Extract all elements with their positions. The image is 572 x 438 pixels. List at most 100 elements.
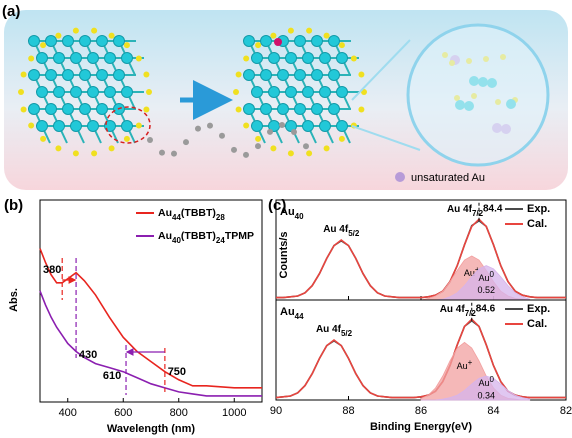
series-line (39, 248, 262, 389)
text-segment: 5/2 (348, 228, 360, 237)
text-segment: 24 (216, 236, 225, 245)
gold-atom (251, 120, 263, 132)
text-segment: Au 4f (440, 303, 466, 314)
sulfur-atom (40, 42, 47, 49)
sulfur-atom (28, 55, 35, 62)
subplot-title: Au44 (280, 306, 304, 321)
gold-atom (70, 86, 82, 98)
sulfur-atom (135, 55, 142, 62)
gold-atom (319, 86, 331, 98)
legend-label: Exp. (527, 303, 550, 315)
y-axis-label: Counts/s (278, 231, 290, 278)
text-segment: 28 (216, 213, 225, 222)
legend-label: Au40(TBBT)24TPMP (158, 230, 254, 245)
ligand-atom (207, 122, 213, 129)
legend-label: Cal. (527, 318, 547, 330)
gold-atom (285, 86, 297, 98)
gold-atom (336, 52, 348, 64)
subplot-title: Au40 (280, 206, 304, 221)
component-label: Au0 (479, 375, 495, 389)
sulfur-atom (108, 145, 115, 152)
text-segment: Au 4f (316, 323, 342, 334)
text-segment: + (475, 265, 480, 274)
gold-atom (302, 120, 314, 132)
legend-label: Au44(TBBT)28 (158, 207, 225, 222)
gold-atom (251, 52, 263, 64)
ligand-atom (243, 151, 249, 158)
ligand-atom (147, 137, 153, 143)
component-label: Au0 (479, 269, 495, 283)
ligand-atom (231, 146, 237, 153)
x-tick-label: 86 (415, 405, 427, 417)
inset-circle (406, 23, 550, 167)
gold-atom (62, 35, 74, 47)
text-segment: 40 (295, 212, 304, 221)
gold-atom (70, 120, 82, 132)
peak-value: 84.6 (476, 303, 496, 314)
sulfur-atom (255, 135, 262, 142)
sulfur-atom (72, 27, 79, 34)
ligand-atom (279, 122, 285, 129)
text-segment: Au (464, 268, 475, 278)
text-segment: 0 (490, 269, 495, 278)
gold-atom (53, 120, 65, 132)
gold-atom (28, 69, 40, 81)
x-tick-label: 84 (487, 405, 499, 417)
peak-label: Au 4f5/2 (323, 223, 360, 237)
text-segment: Au (280, 206, 295, 218)
sulfur-atom (20, 106, 27, 113)
gold-atom (277, 103, 289, 115)
component-area (421, 265, 531, 301)
gold-atom (311, 103, 323, 115)
x-tick-label: 1000 (222, 407, 246, 419)
sulfur-atom (243, 122, 250, 129)
gold-atom (311, 69, 323, 81)
gold-atom (104, 86, 116, 98)
gold-atom (36, 120, 48, 132)
gold-atom (294, 69, 306, 81)
sulfur-atom (146, 89, 152, 95)
ligand-atom (303, 143, 309, 150)
sulfur-atom (270, 145, 277, 152)
gold-atom (121, 86, 133, 98)
annotation-label: 610 (103, 370, 121, 382)
text-segment: (TBBT) (181, 230, 216, 242)
gold-atom (302, 86, 314, 98)
ligand-atom (195, 125, 201, 132)
legend-text: unsaturated Au (411, 172, 485, 184)
x-tick-label: 90 (270, 405, 282, 417)
text-segment: 44 (295, 312, 304, 321)
gold-atom (243, 35, 255, 47)
gold-atom (285, 120, 297, 132)
gold-atom (336, 120, 348, 132)
text-segment: + (468, 358, 473, 367)
panel-label: (a) (2, 3, 20, 20)
component-label: Au+ (464, 265, 480, 279)
gold-atom (336, 86, 348, 98)
sulfur-atom (358, 106, 365, 113)
sulfur-atom (243, 55, 250, 62)
sulfur-atom (143, 71, 150, 78)
sulfur-atom (91, 27, 98, 34)
gold-atom (268, 86, 280, 98)
ligand-atom (183, 139, 189, 146)
gold-atom (113, 69, 125, 81)
gold-atom (28, 35, 40, 47)
ligand-atom (159, 149, 165, 156)
gold-atom (285, 52, 297, 64)
ligand-atom (171, 150, 177, 157)
panel-label: (b) (4, 197, 23, 214)
peak-label: Au 4f7/2 (447, 203, 484, 217)
sulfur-atom (233, 89, 239, 95)
annotation-label: 750 (168, 366, 186, 378)
series-line (276, 219, 566, 299)
gold-atom (251, 86, 263, 98)
gold-atom (243, 69, 255, 81)
text-segment: TPMP (225, 230, 254, 242)
text-segment: 44 (172, 213, 181, 222)
gold-atom (294, 35, 306, 47)
gold-atom (36, 52, 48, 64)
text-segment: Au (280, 306, 295, 318)
ligand-atom (291, 128, 297, 135)
